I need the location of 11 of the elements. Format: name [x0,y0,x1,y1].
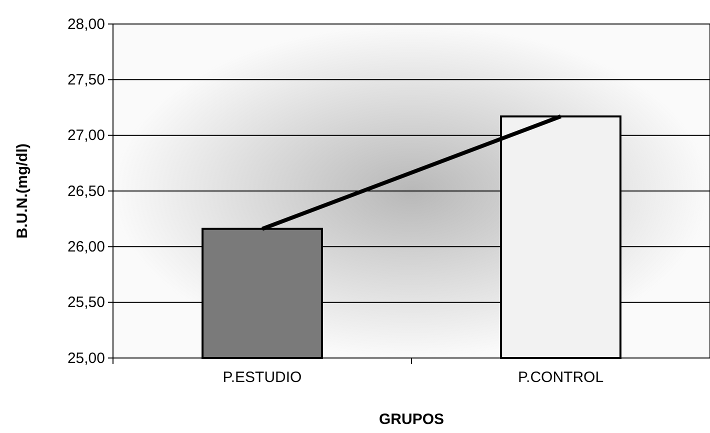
y-tick-label: 26,50 [67,182,105,200]
x-tick-label: P.CONTROL [518,369,604,386]
y-tick-label: 25,50 [67,294,105,312]
y-tick-label: 26,00 [67,238,105,256]
y-tick-label: 28,00 [67,16,105,33]
y-tick-label: 27,00 [67,127,105,144]
y-axis-title: B.U.N.(mg/dl) [14,144,31,238]
y-tick-label: 25,00 [67,350,105,367]
y-tick-label: 27,50 [67,71,105,88]
x-axis-title: GRUPOS [378,411,444,428]
x-tick-label: P.ESTUDIO [222,369,302,386]
